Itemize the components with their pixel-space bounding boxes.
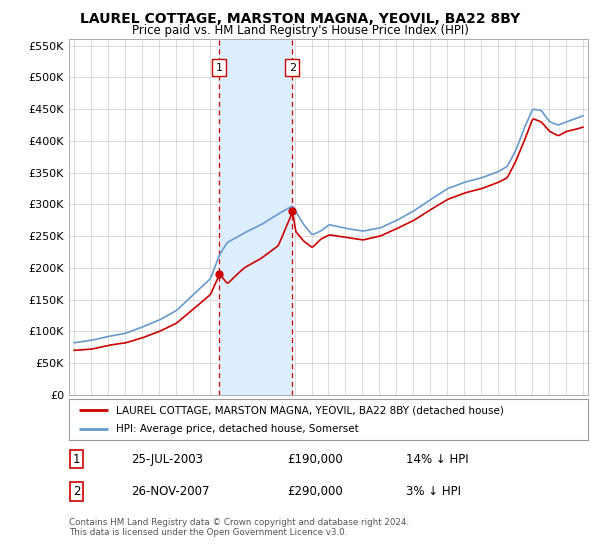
Text: 1: 1 (215, 63, 223, 73)
Bar (219, 39, 292, 395)
Text: LAUREL COTTAGE, MARSTON MAGNA, YEOVIL, BA22 8BY: LAUREL COTTAGE, MARSTON MAGNA, YEOVIL, B… (80, 12, 520, 26)
Text: Price paid vs. HM Land Registry's House Price Index (HPI): Price paid vs. HM Land Registry's House … (131, 24, 469, 36)
Text: 1: 1 (73, 453, 80, 466)
Text: 26-NOV-2007: 26-NOV-2007 (131, 485, 210, 498)
Text: 2: 2 (73, 485, 80, 498)
Text: HPI: Average price, detached house, Somerset: HPI: Average price, detached house, Some… (116, 424, 358, 433)
Text: 2: 2 (289, 63, 296, 73)
Text: £290,000: £290,000 (287, 485, 343, 498)
Text: 14% ↓ HPI: 14% ↓ HPI (406, 453, 469, 466)
Text: LAUREL COTTAGE, MARSTON MAGNA, YEOVIL, BA22 8BY (detached house): LAUREL COTTAGE, MARSTON MAGNA, YEOVIL, B… (116, 405, 503, 415)
Text: 25-JUL-2003: 25-JUL-2003 (131, 453, 203, 466)
Text: £190,000: £190,000 (287, 453, 343, 466)
Text: 3% ↓ HPI: 3% ↓ HPI (406, 485, 461, 498)
Text: Contains HM Land Registry data © Crown copyright and database right 2024.
This d: Contains HM Land Registry data © Crown c… (69, 518, 409, 538)
